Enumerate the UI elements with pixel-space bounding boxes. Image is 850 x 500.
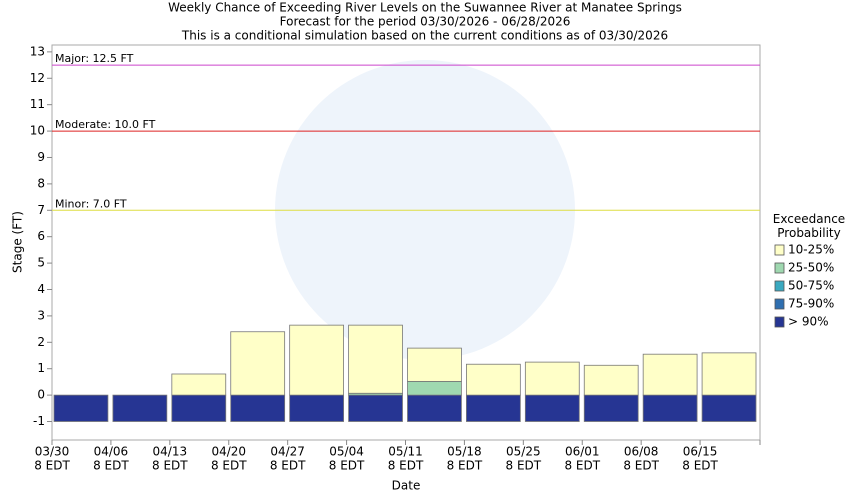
x-tick-label: 8 EDT: [211, 459, 247, 473]
bar-segment: [289, 394, 344, 422]
bar-segment: [701, 352, 757, 396]
x-tick-label: 8 EDT: [152, 459, 188, 473]
bar-segment: [348, 394, 403, 422]
y-tick-label: 4: [37, 282, 45, 296]
legend-label: > 90%: [788, 315, 829, 329]
bar-segment: [701, 394, 757, 422]
x-tick-label: 06/08: [624, 445, 659, 459]
bar-segment: [642, 353, 698, 396]
bar-segment: [407, 380, 462, 396]
legend-label: 10-25%: [788, 243, 834, 257]
legend-swatch: [774, 280, 785, 292]
y-tick-label: 6: [37, 229, 45, 243]
bar-segment: [407, 347, 462, 382]
x-tick-label: 04/13: [153, 445, 188, 459]
bar-segment: [348, 324, 403, 394]
chart-subtitle: Forecast for the period 03/30/2026 - 06/…: [280, 15, 571, 29]
bar-segment: [171, 373, 227, 396]
y-axis-label: Stage (FT): [11, 211, 25, 273]
y-tick-label: 5: [37, 256, 45, 270]
x-tick-label: 05/11: [388, 445, 423, 459]
x-tick-label: 05/25: [506, 445, 541, 459]
legend-label: 50-75%: [788, 279, 834, 293]
bar-segment: [112, 394, 168, 422]
y-tick-label: 3: [37, 308, 45, 322]
y-tick-label: 10: [30, 124, 45, 138]
x-tick-label: 8 EDT: [34, 459, 70, 473]
bar-segment: [466, 363, 521, 396]
x-tick-label: 8 EDT: [506, 459, 542, 473]
chart-subtitle: This is a conditional simulation based o…: [181, 29, 668, 43]
legend-label: 25-50%: [788, 261, 834, 275]
x-axis-label: Date: [392, 479, 421, 493]
x-tick-label: 06/15: [683, 445, 718, 459]
bar-segment: [230, 331, 286, 396]
y-tick-label: 1: [37, 361, 45, 375]
bar-segment: [583, 394, 639, 422]
y-tick-label: 8: [37, 176, 45, 190]
x-tick-label: 8 EDT: [329, 459, 365, 473]
threshold-label: Moderate: 10.0 FT: [55, 118, 156, 131]
y-tick-label: 9: [37, 150, 45, 164]
x-tick-label: 8 EDT: [623, 459, 659, 473]
x-tick-label: 04/06: [94, 445, 129, 459]
x-tick-label: 8 EDT: [682, 459, 718, 473]
x-tick-label: 04/20: [211, 445, 246, 459]
bar-segment: [171, 394, 227, 422]
x-tick-label: 03/30: [35, 445, 70, 459]
legend-swatch: [774, 298, 785, 310]
legend-label: 75-90%: [788, 297, 834, 311]
bar-segment: [407, 394, 462, 422]
chart-title: Weekly Chance of Exceeding River Levels …: [168, 1, 682, 15]
legend-title: Exceedance Probability: [772, 212, 846, 240]
legend-swatch: [774, 262, 785, 274]
threshold-label: Major: 12.5 FT: [55, 52, 134, 65]
x-tick-label: 8 EDT: [564, 459, 600, 473]
bar-segment: [289, 324, 344, 396]
x-tick-label: 05/18: [447, 445, 482, 459]
y-tick-label: 13: [30, 44, 45, 58]
x-tick-label: 04/27: [270, 445, 305, 459]
y-tick-label: -1: [33, 414, 45, 428]
y-tick-label: 11: [30, 97, 45, 111]
legend-swatch: [774, 244, 785, 256]
threshold-label: Minor: 7.0 FT: [55, 197, 127, 210]
x-tick-label: 05/04: [329, 445, 364, 459]
bar-segment: [642, 394, 698, 422]
y-tick-label: 12: [30, 71, 45, 85]
y-tick-label: 2: [37, 335, 45, 349]
bar-segment: [230, 394, 286, 422]
bar-segment: [583, 364, 639, 396]
y-tick-label: 7: [37, 203, 45, 217]
bar-segment: [466, 394, 521, 422]
bar-segment: [524, 361, 580, 396]
bar-segment: [53, 394, 109, 422]
x-tick-label: 8 EDT: [270, 459, 306, 473]
x-tick-label: 8 EDT: [447, 459, 483, 473]
legend-swatch: [774, 316, 785, 328]
x-tick-label: 06/01: [565, 445, 600, 459]
x-tick-label: 8 EDT: [93, 459, 129, 473]
bar-segment: [524, 394, 580, 422]
x-tick-label: 8 EDT: [388, 459, 424, 473]
y-tick-label: 0: [37, 388, 45, 402]
